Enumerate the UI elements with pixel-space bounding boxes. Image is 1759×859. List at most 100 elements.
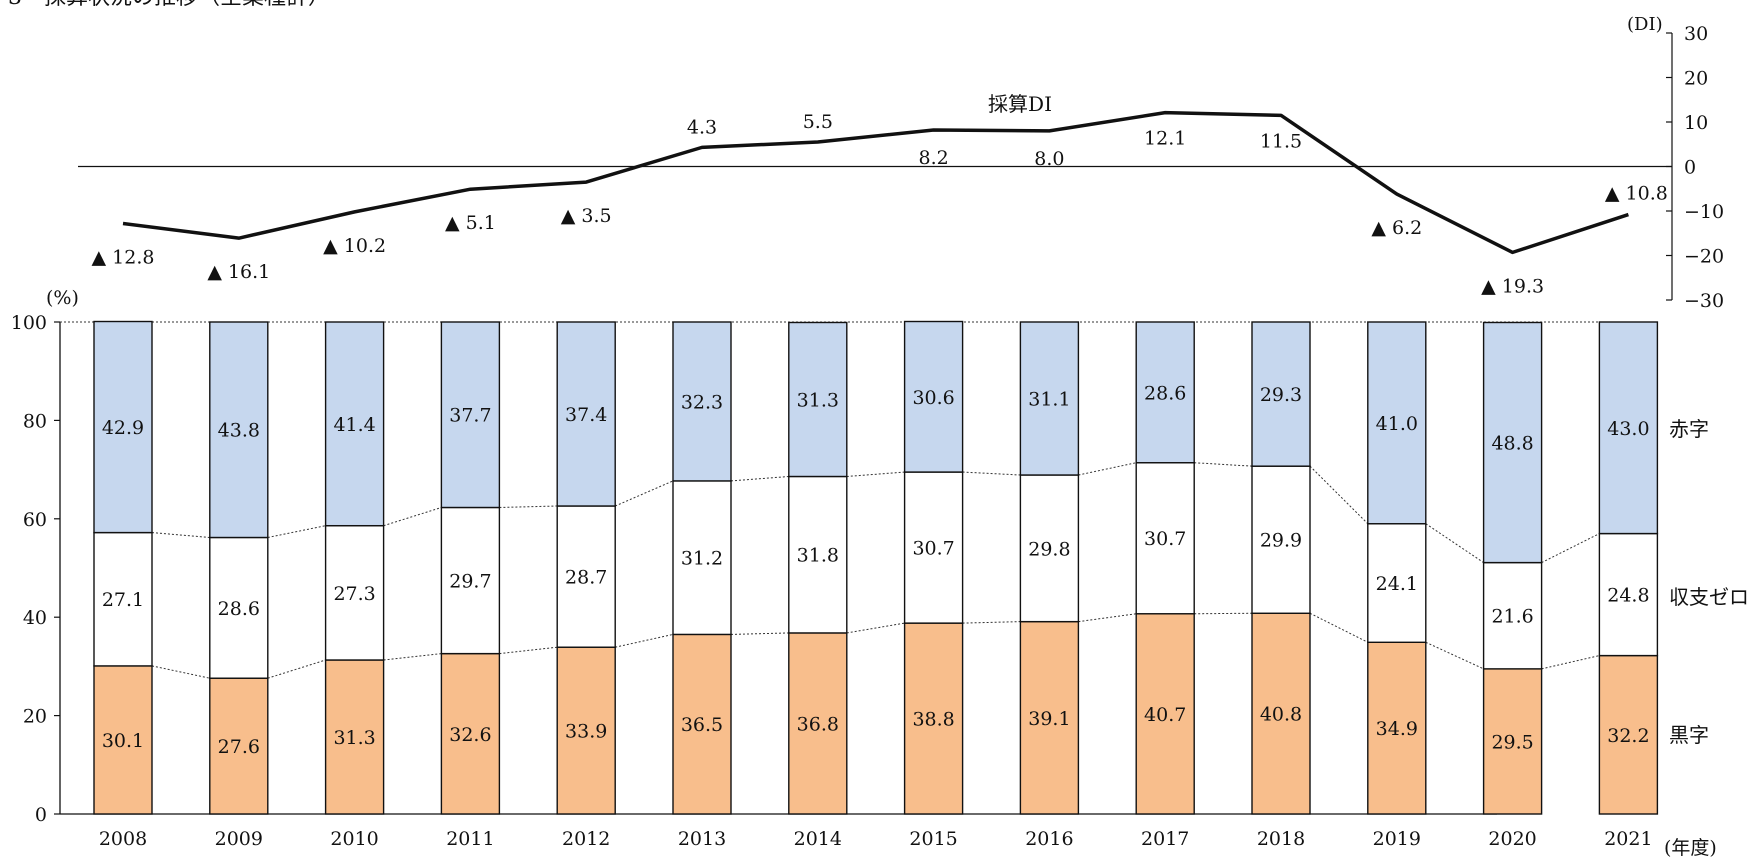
bar-data-label: 36.8 <box>797 713 839 735</box>
bar-segment <box>903 622 964 815</box>
connector-line-kuroji <box>730 632 789 635</box>
bar-x-tick-label: 2014 <box>794 828 842 850</box>
bar-data-label: 37.7 <box>449 405 491 427</box>
bar-y-tick-label: 0 <box>35 804 47 826</box>
connector-line-zero <box>615 480 674 507</box>
connector-line-zero <box>730 475 789 482</box>
bar-segment <box>1482 321 1543 564</box>
bar-data-label: 37.4 <box>565 404 607 426</box>
bar-x-tick-label: 2008 <box>99 828 147 850</box>
bar-data-label: 29.3 <box>1260 384 1302 406</box>
bar-data-label: 43.0 <box>1607 418 1649 440</box>
di-data-label: ▲ 16.1 <box>207 261 270 283</box>
bar-segment <box>672 480 732 636</box>
di-data-label: ▲ 12.8 <box>92 246 155 268</box>
bar-data-label: 43.8 <box>218 420 260 442</box>
bar-data-label: 34.9 <box>1376 718 1418 740</box>
di-axis-tick-label: 10 <box>1684 112 1708 134</box>
bar-data-label: 29.8 <box>1028 538 1070 560</box>
bar-data-label: 41.0 <box>1376 413 1418 435</box>
bar-segment <box>93 320 153 534</box>
connector-line-kuroji <box>846 622 905 634</box>
bar-y-tick-label: 20 <box>23 706 47 728</box>
bar-y-axis-unit-label: (%) <box>46 287 79 309</box>
connector-line-kuroji <box>1078 613 1137 623</box>
bar-data-label: 29.7 <box>449 571 491 593</box>
chart-title: 3 採算状況の推移（全業種計） <box>8 0 330 10</box>
connector-line-zero <box>267 525 326 538</box>
bar-segment <box>788 321 848 478</box>
bar-data-label: 32.3 <box>681 391 723 413</box>
bar-data-label: 21.6 <box>1491 606 1533 628</box>
bar-segment <box>324 321 385 527</box>
connector-line-zero <box>846 471 905 477</box>
bar-data-label: 30.7 <box>1144 528 1186 550</box>
di-axis-tick-label: −30 <box>1684 290 1724 312</box>
bar-segment <box>903 471 964 624</box>
bar-segment <box>209 536 269 679</box>
di-data-label: 5.5 <box>803 111 833 133</box>
bar-data-label: 36.5 <box>681 714 723 736</box>
bar-x-tick-label: 2019 <box>1373 828 1421 850</box>
bar-y-tick-label: 80 <box>23 410 47 432</box>
connector-line-zero <box>1425 523 1484 564</box>
di-data-label: ▲ 6.2 <box>1371 217 1422 239</box>
bar-data-label: 40.8 <box>1260 704 1302 726</box>
bar-x-tick-label: 2009 <box>215 828 263 850</box>
bar-data-label: 31.1 <box>1028 389 1070 411</box>
bar-series-label: 赤字 <box>1669 417 1709 441</box>
di-axis-tick-label: −10 <box>1684 201 1724 223</box>
bar-data-label: 42.9 <box>102 417 144 439</box>
bar-x-tick-label: 2015 <box>909 828 957 850</box>
bar-data-label: 28.7 <box>565 567 607 589</box>
bar-segment <box>209 677 269 815</box>
di-data-label: ▲ 10.2 <box>323 235 386 257</box>
bar-segment <box>1135 321 1195 464</box>
connector-line-kuroji <box>1425 641 1484 670</box>
bar-segment <box>1598 321 1659 535</box>
connector-line-kuroji <box>962 621 1021 624</box>
bar-data-label: 28.6 <box>1144 382 1186 404</box>
bar-y-tick-label: 100 <box>11 312 47 334</box>
bar-data-label: 29.5 <box>1491 731 1533 753</box>
bar-segment <box>788 632 848 815</box>
bar-segment <box>903 320 964 473</box>
bar-y-tick-label: 40 <box>23 607 47 629</box>
bar-segment <box>1019 620 1080 815</box>
di-data-label: 8.2 <box>918 147 948 169</box>
connector-line-zero <box>962 471 1021 476</box>
bar-x-tick-label: 2011 <box>446 828 494 850</box>
di-axis-tick-label: 20 <box>1684 68 1708 90</box>
connector-line-kuroji <box>1541 655 1600 670</box>
bar-series-label: 黒字 <box>1669 723 1709 747</box>
connector-line-zero <box>151 532 210 538</box>
connector-line-kuroji <box>383 653 442 661</box>
bar-data-label: 31.3 <box>333 727 375 749</box>
di-data-label: ▲ 3.5 <box>561 205 612 227</box>
bar-data-label: 31.2 <box>681 548 723 570</box>
bar-data-label: 28.6 <box>218 598 260 620</box>
bar-segment <box>556 646 616 815</box>
bar-data-label: 32.6 <box>449 724 491 746</box>
connector-line-kuroji <box>267 659 326 679</box>
bar-segment <box>672 321 732 482</box>
bar-data-label: 32.2 <box>1607 725 1649 747</box>
bar-x-tick-label: 2010 <box>330 828 378 850</box>
bar-x-tick-label: 2012 <box>562 828 610 850</box>
bar-segment <box>672 633 732 815</box>
di-axis-tick-label: 30 <box>1684 23 1708 45</box>
di-data-label: 12.1 <box>1144 128 1186 150</box>
bar-segment <box>440 506 501 655</box>
connector-line-zero <box>499 505 558 508</box>
bar-data-label: 30.6 <box>912 387 954 409</box>
di-data-label: 11.5 <box>1260 130 1302 152</box>
connector-line-zero <box>1541 533 1600 564</box>
bar-series-label: 収支ゼロ <box>1669 585 1749 609</box>
bar-data-label: 40.7 <box>1144 704 1186 726</box>
bar-segment <box>209 321 269 539</box>
di-data-label: 4.3 <box>687 116 717 138</box>
bar-segment <box>1251 612 1311 815</box>
bar-segment <box>440 652 501 815</box>
bar-data-label: 29.9 <box>1260 530 1302 552</box>
bar-x-axis-unit-label: (年度) <box>1664 837 1717 859</box>
